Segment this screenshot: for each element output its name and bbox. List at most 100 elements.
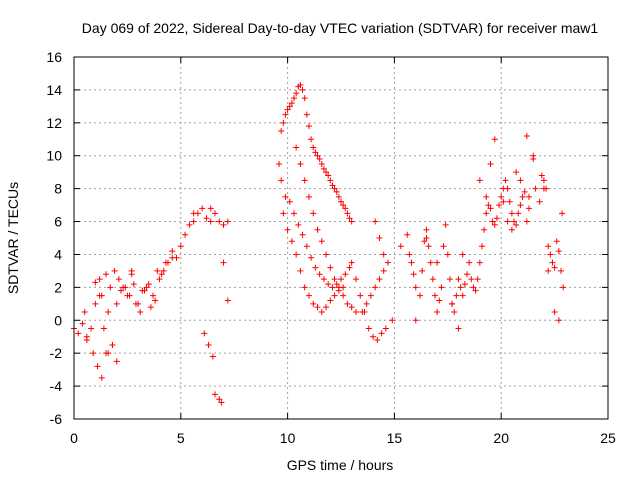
data-point (404, 231, 411, 238)
data-point (299, 86, 306, 93)
data-point (461, 281, 468, 288)
data-point (94, 363, 101, 370)
data-point (100, 325, 107, 332)
data-point (201, 330, 208, 337)
data-point (491, 221, 498, 228)
data-point (438, 284, 445, 291)
data-point (327, 177, 334, 184)
data-point (451, 309, 458, 316)
data-point (141, 287, 148, 294)
data-point (278, 128, 285, 135)
data-point (421, 238, 428, 245)
data-point (517, 202, 524, 209)
data-point (79, 320, 86, 327)
data-point (376, 276, 383, 283)
data-point (158, 271, 165, 278)
data-point (305, 123, 312, 130)
data-point (346, 264, 353, 271)
data-point (291, 210, 298, 217)
y-tick-label: 16 (46, 49, 62, 65)
data-point (308, 254, 315, 261)
data-point (549, 259, 556, 266)
data-point (150, 292, 157, 299)
data-point (472, 287, 479, 294)
data-point (297, 267, 304, 274)
data-point (352, 276, 359, 283)
data-point (293, 251, 300, 258)
data-point (92, 300, 99, 307)
data-point (555, 248, 562, 255)
chart-title: Day 069 of 2022, Sidereal Day-to-day VTE… (82, 20, 599, 36)
data-point (449, 300, 456, 307)
data-point (282, 193, 289, 200)
data-point (314, 226, 321, 233)
data-points (71, 81, 567, 406)
data-point (423, 235, 430, 241)
data-point (338, 198, 344, 205)
data-point (344, 300, 351, 307)
data-point (199, 205, 206, 212)
data-point (209, 353, 216, 360)
data-point (378, 330, 385, 337)
data-point (335, 284, 342, 291)
data-point (545, 267, 552, 274)
x-tick-label: 0 (70, 430, 78, 446)
data-point (331, 276, 338, 283)
data-point (323, 251, 330, 258)
data-point (427, 259, 434, 266)
data-point (538, 172, 545, 179)
data-point (331, 292, 338, 299)
x-tick-label: 5 (177, 430, 185, 446)
data-point (190, 218, 197, 225)
data-point (147, 304, 154, 311)
data-point (282, 111, 289, 118)
data-point (145, 281, 152, 288)
data-point (107, 284, 114, 291)
data-point (374, 337, 381, 344)
y-tick-label: 14 (46, 82, 62, 98)
data-point (331, 185, 338, 192)
data-point (280, 119, 287, 126)
data-point (493, 215, 500, 222)
data-point (83, 337, 90, 344)
data-point (286, 103, 293, 110)
data-point (344, 210, 351, 217)
data-point (182, 231, 189, 238)
data-point (216, 396, 223, 403)
data-point (434, 259, 441, 266)
data-point (442, 221, 449, 228)
data-point (440, 243, 447, 250)
data-point (502, 177, 509, 184)
data-point (348, 259, 355, 266)
data-point (312, 149, 319, 156)
data-point (476, 259, 483, 266)
data-point (284, 226, 291, 233)
data-point (370, 333, 377, 340)
data-point (359, 309, 366, 316)
data-point (523, 132, 530, 139)
data-point (436, 297, 443, 304)
data-point (417, 292, 424, 299)
y-tick-label: 6 (54, 214, 62, 230)
data-point (389, 317, 396, 324)
data-point (115, 276, 122, 283)
data-point (305, 193, 312, 200)
data-point (536, 198, 543, 205)
data-point (96, 276, 103, 283)
y-tick-label: 8 (54, 181, 62, 197)
data-point (340, 202, 347, 209)
data-point (380, 251, 387, 258)
data-point (363, 300, 370, 307)
data-point (105, 350, 112, 357)
data-point (555, 317, 562, 324)
data-point (519, 193, 526, 200)
data-point (320, 276, 327, 283)
data-point (446, 276, 453, 283)
data-point (515, 210, 522, 217)
data-point (295, 221, 302, 228)
data-point (211, 210, 218, 217)
data-point (288, 100, 295, 107)
data-point (120, 284, 127, 291)
data-point (333, 188, 340, 195)
data-point (523, 218, 530, 225)
